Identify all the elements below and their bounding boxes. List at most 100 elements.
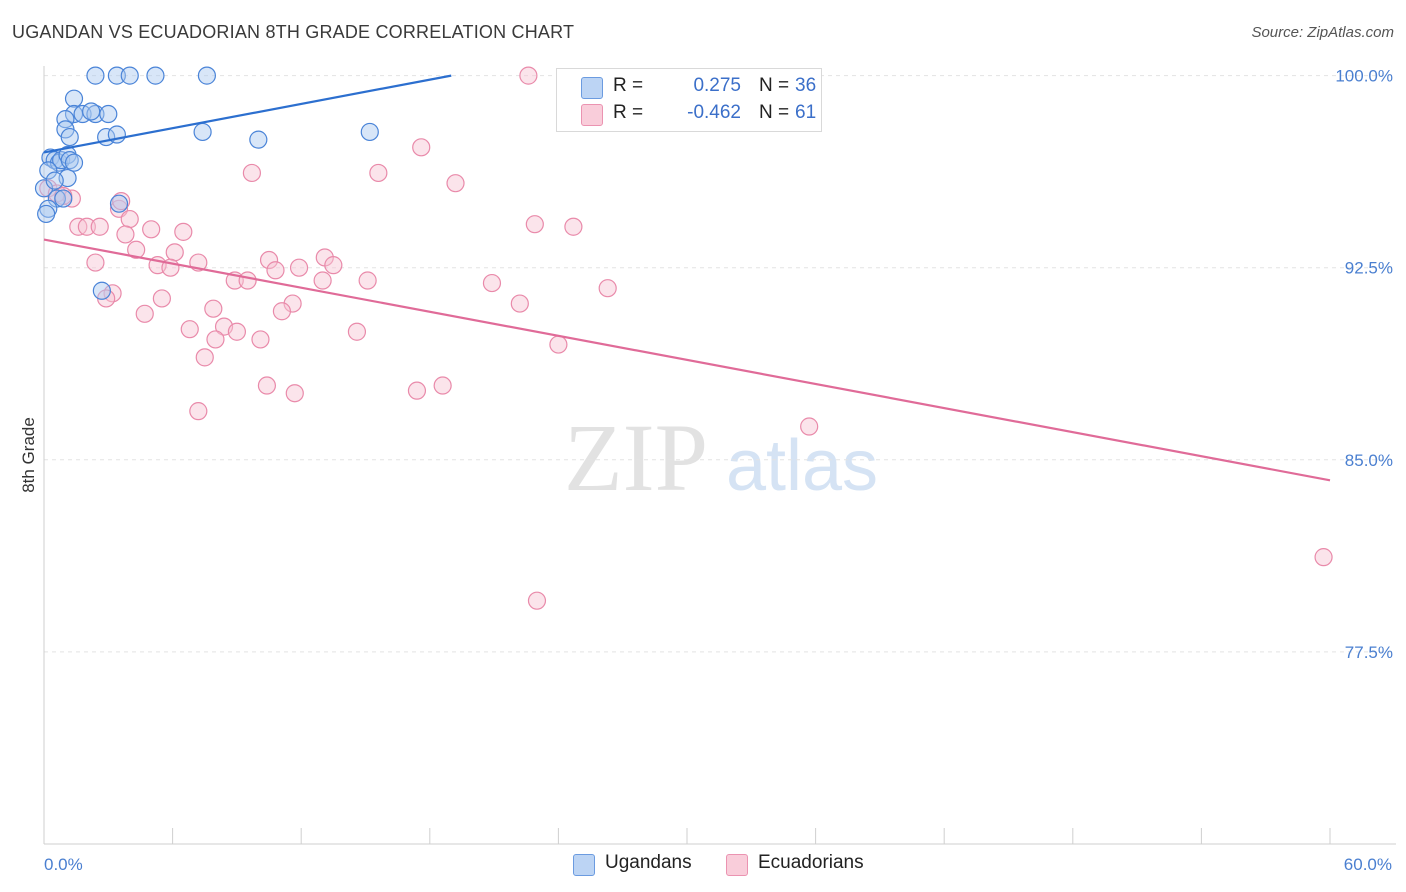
ecuadorian-point <box>525 215 544 234</box>
legend-r-label: R = <box>613 75 644 96</box>
ugandan-point <box>120 66 139 85</box>
chart-title: UGANDAN VS ECUADORIAN 8TH GRADE CORRELAT… <box>12 22 575 42</box>
ugandan-point <box>54 189 73 208</box>
series-label-ecuadorians: Ecuadorians <box>758 852 864 873</box>
ecuadorian-point <box>152 289 171 308</box>
ecuadorian-point <box>285 384 304 403</box>
ecuadorian-point <box>407 381 427 400</box>
watermark-zip: ZIP <box>564 404 708 511</box>
legend-r-label: R = <box>613 102 644 123</box>
stats-legend: R = 0.275 N = 36 R = -0.462 N = 61 <box>556 68 822 132</box>
ugandan-point <box>360 122 379 142</box>
ugandan-trend-line <box>43 74 452 154</box>
ugandan-point <box>82 102 101 121</box>
legend-r-value: -0.462 <box>687 102 741 123</box>
ecuadorian-point <box>227 322 246 341</box>
series-swatch-ecuadorians <box>726 854 748 876</box>
ugandan-point <box>37 204 56 224</box>
ugandan-point <box>99 104 118 124</box>
x-tick-label: 60.0% <box>1344 855 1392 874</box>
ugandan-point <box>197 66 216 85</box>
ecuadorian-point <box>116 225 135 244</box>
ecuadorian-point <box>251 330 270 349</box>
ecuadorian-point <box>549 335 568 354</box>
legend-n-value: 61 <box>795 102 817 123</box>
ecuadorian-point <box>519 66 538 85</box>
ecuadorian-point <box>180 320 199 339</box>
y-tick-label: 77.5% <box>1345 643 1393 662</box>
legend-n-value: 36 <box>795 75 817 96</box>
ugandan-point <box>56 110 75 129</box>
x-tick-label: 0.0% <box>44 855 83 874</box>
ecuadorian-point <box>204 299 223 318</box>
series-label-ugandans: Ugandans <box>605 852 692 873</box>
ecuadorian-point <box>242 163 262 183</box>
ecuadorian-point <box>257 376 277 395</box>
ecuadorian-point <box>195 348 214 367</box>
ecuadorian-point <box>86 253 105 272</box>
ecuadorian-point <box>527 591 547 610</box>
ecuadorian-point <box>189 402 208 421</box>
ecuadorian-point <box>369 163 388 183</box>
ecuadorian-point <box>259 250 279 270</box>
ugandan-point <box>249 130 268 149</box>
y-tick-label: 85.0% <box>1345 451 1393 470</box>
ugandan-point <box>64 153 84 172</box>
ecuadorian-point <box>120 209 139 229</box>
ecuadorian-point <box>510 294 529 313</box>
ecuadorian-point <box>313 271 332 290</box>
legend-swatch-ecuadorians <box>581 104 603 126</box>
ugandan-point <box>60 127 79 147</box>
ugandan-point <box>107 66 126 85</box>
tick-labels: 100.0% 92.5% 85.0% 77.5% 0.0% 60.0% <box>44 67 1393 874</box>
ecuadorian-point <box>598 279 617 298</box>
y-tick-label: 92.5% <box>1345 259 1393 278</box>
ecuadorian-point <box>266 261 285 280</box>
ugandan-point <box>109 194 129 213</box>
legend-r-value: 0.275 <box>693 75 741 96</box>
ecuadorian-point <box>142 220 161 239</box>
gridlines <box>44 75 1396 653</box>
ecuadorian-point <box>800 417 819 436</box>
ecuadorian-point <box>165 243 184 262</box>
y-axis-label: 8th Grade <box>19 417 38 493</box>
ecuadorian-point <box>412 138 431 157</box>
ecuadorian-point <box>112 192 131 211</box>
ugandan-point <box>92 281 111 300</box>
watermark-atlas: atlas <box>726 426 878 506</box>
ecuadorian-point <box>324 256 343 275</box>
ecuadorian-point <box>238 271 257 290</box>
ecuadorian-point <box>433 376 452 395</box>
ecuadorian-point <box>1314 548 1333 567</box>
ecuadorian-point <box>174 222 193 241</box>
ecuadorian-point <box>127 240 146 259</box>
ecuadorian-point <box>564 217 583 236</box>
ecuadorian-point <box>135 304 154 323</box>
y-tick-label: 100.0% <box>1335 67 1393 86</box>
ecuadorian-point <box>482 273 502 293</box>
ecuadorian-point <box>289 258 309 277</box>
source-label: Source: ZipAtlas.com <box>1251 24 1394 41</box>
ugandan-point <box>193 122 212 142</box>
ugandan-point <box>146 66 165 85</box>
ugandan-point <box>64 89 84 108</box>
ecuadorian-point <box>90 217 109 236</box>
ecuadorian-point <box>446 174 465 193</box>
legend-n-label: N = <box>759 102 790 123</box>
series-legend: Ugandans Ecuadorians <box>0 852 1406 878</box>
series-swatch-ugandans <box>573 854 595 876</box>
ugandan-point <box>39 161 58 180</box>
ecuadorian-point <box>206 330 225 349</box>
ecuadorian-point <box>347 322 367 341</box>
ecuadorian-points <box>39 66 1333 610</box>
ugandan-point <box>45 171 64 190</box>
ecuadorian-trend-line <box>43 238 1331 482</box>
ecuadorian-point <box>272 302 292 321</box>
trend-lines <box>43 74 1331 482</box>
ecuadorian-point <box>358 271 377 290</box>
watermark: ZIP atlas <box>564 404 878 511</box>
legend-swatch-ugandans <box>581 77 603 99</box>
ecuadorian-point <box>77 217 96 236</box>
ugandan-point <box>86 66 105 85</box>
